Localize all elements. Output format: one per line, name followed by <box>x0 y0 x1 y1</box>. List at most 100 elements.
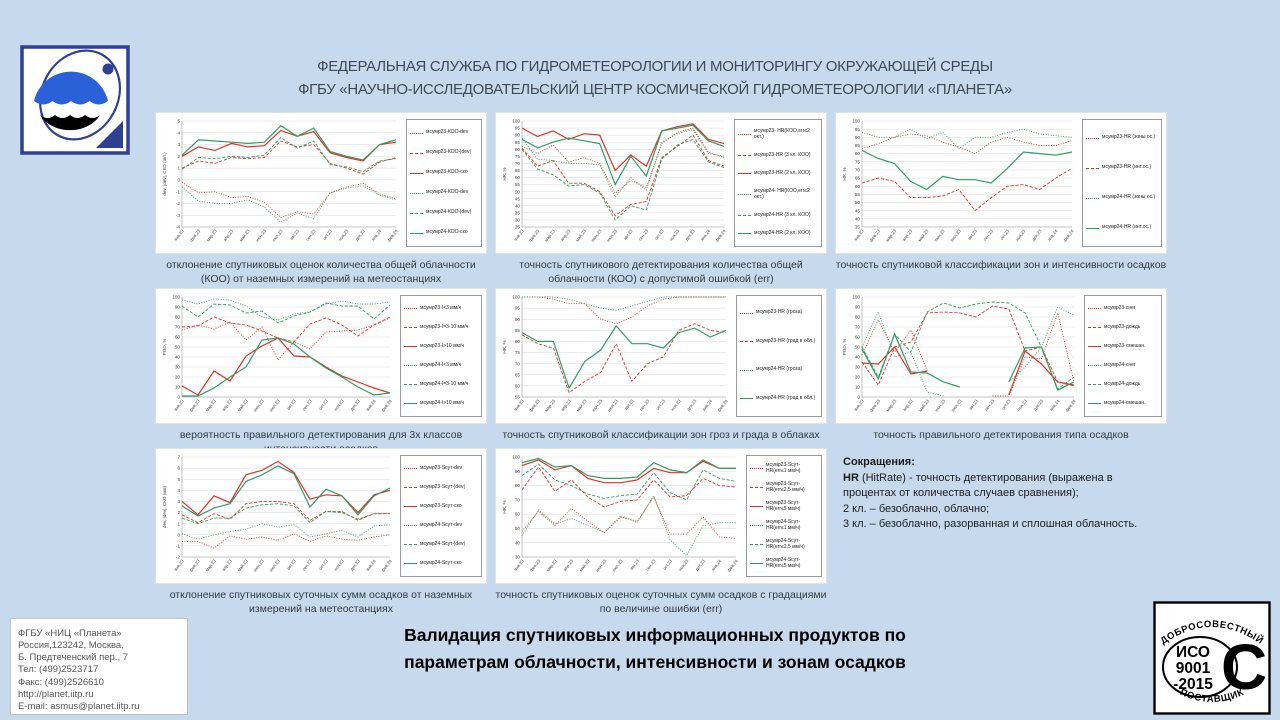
series-line-dotted <box>181 523 391 540</box>
x-tick-label: сен.23 <box>637 228 649 242</box>
series-line-dotted <box>521 494 736 557</box>
x-tick-label: июл.23 <box>268 398 281 413</box>
x-tick-label: ноя.23 <box>670 398 682 412</box>
legend-label: мсумр24-I<3 мм/ч <box>420 361 462 368</box>
legend-label: мсумр24-HR (зоны ос.) <box>1102 194 1156 201</box>
address-line: Тел: (499)2523717 <box>18 664 99 676</box>
y-tick-label: -2 <box>176 555 181 560</box>
x-tick-label: янв.24 <box>1049 398 1061 412</box>
y-axis-title: HR, % <box>502 167 507 180</box>
chart-daily-sum-hitrate: 30 40 50 60 70 80 90 100 янв.23 фев.23 мар.23 апр.2… <box>495 448 827 584</box>
legend-item: мсумр23-Sсут-HR(err≤1 мм/ч) <box>750 462 818 475</box>
address-line: Россия,123242, Москва, <box>18 640 124 652</box>
chart-caption: точность спутниковых оценок суточных сум… <box>495 589 827 615</box>
y-tick-label: 50 <box>855 345 861 350</box>
legend-item: мсумр23-HR (инт.ос.) <box>1086 164 1158 171</box>
y-tick-label: 45 <box>515 196 521 201</box>
abbr-class2: 2 кл. – безоблачно, облачно; <box>843 502 990 515</box>
x-tick-label: июн.23 <box>934 398 947 413</box>
x-tick-label: июн.23 <box>933 228 946 243</box>
series-line-dotted <box>521 127 725 194</box>
x-tick-label: янв.23 <box>513 398 525 412</box>
header-line-1: ФЕДЕРАЛЬНАЯ СЛУЖБА ПО ГИДРОМЕТЕОРОЛОГИИ … <box>317 58 993 75</box>
y-tick-label: 75 <box>515 154 521 159</box>
legend-item: мсумр23-HR (2 кл. КОО) <box>738 170 818 177</box>
chart-legend: мсумр23-I<3 мм/ч мсумр23-I=3-10 мм/ч мсумр… <box>400 295 482 417</box>
series-line-solid <box>861 332 1075 391</box>
legend-label: мсумр24-Sсут-HR(err≤2,5 мм/ч) <box>766 537 805 550</box>
chart-plot: 0 10 20 30 40 50 60 70 80 90 100 янв.23 фев.23 мар.23… <box>162 295 393 413</box>
y-tick-label: 5 <box>177 477 180 482</box>
series-line-dashed <box>521 138 725 221</box>
x-tick-label: авг.23 <box>286 558 298 571</box>
y-tick-label: 85 <box>515 328 521 333</box>
y-tick-label: 1 <box>177 521 180 526</box>
chart-plot: -4 -3 -2 -1 0 1 2 3 4 5 янв.23 фев.23 мар.23 апр.23 ма… <box>162 119 399 243</box>
abbr-hr-term: HR <box>843 471 859 484</box>
x-tick-label: авг.23 <box>622 228 634 241</box>
y-tick-label: 40 <box>855 216 861 221</box>
series-line-dashed <box>181 140 397 175</box>
y-tick-label: 30 <box>515 218 521 223</box>
orbit-ellipse <box>38 49 122 141</box>
y-tick-label: 75 <box>515 350 521 355</box>
y-tick-label: 50 <box>855 200 861 205</box>
y-tick-label: 10 <box>175 385 181 390</box>
x-tick-label: фев.23 <box>868 228 881 243</box>
x-tick-label: фев.24 <box>714 228 727 243</box>
chart-koo-deviation: -4 -3 -2 -1 0 1 2 3 4 5 янв.23 фев.23 мар.23 апр.23 ма… <box>155 112 487 254</box>
legend-line-sample <box>404 506 417 507</box>
legend-label: мсумр23-I<3 мм/ч <box>420 304 462 311</box>
legend-line-sample <box>1086 197 1099 199</box>
y-tick-label: 80 <box>855 315 861 320</box>
chart-cell-7: -2 -1 0 1 2 3 4 5 6 7 янв.23 фев.23 мар.23 апр.23 май.… <box>155 448 487 617</box>
x-tick-label: мар.23 <box>885 398 898 412</box>
legend-item: мсумр24-Sсут-HR(err≤5 мм/ч) <box>750 557 818 570</box>
series-line-solid <box>181 460 391 516</box>
x-tick-label: авг.23 <box>623 398 635 411</box>
chart-caption: точность спутниковой классификации зон и… <box>835 259 1167 271</box>
legend-line-sample <box>404 487 417 488</box>
x-tick-label: июн.23 <box>595 558 608 573</box>
y-tick-label: 95 <box>855 127 861 132</box>
y-tick-label: 7 <box>177 455 180 460</box>
x-tick-label: дек.23 <box>684 228 696 242</box>
legend-line-sample <box>738 233 751 235</box>
x-tick-label: мар.23 <box>885 228 898 242</box>
y-tick-label: 95 <box>515 126 521 131</box>
y-tick-label: 4 <box>177 488 180 493</box>
y-tick-label: 100 <box>512 295 520 300</box>
y-tick-label: 50 <box>515 526 521 531</box>
legend-line-sample <box>404 563 417 564</box>
chart-legend: мсумр23-Sсут-dev мсумр23-Sсут-|dev| мсумр2… <box>400 455 482 577</box>
legend-item: мсумр24-КОО-ско <box>410 229 478 236</box>
legend-item: мсумр24-снег <box>1088 362 1158 369</box>
x-tick-label: апр.23 <box>221 558 233 572</box>
chart-legend: мсумр23- HR(КОО,err≤2 окт.) мсумр23-HR (3… <box>734 119 822 247</box>
legend-label: мсумр23-КОО-dev <box>426 129 469 136</box>
y-tick-label: 2 <box>177 510 180 515</box>
y-tick-label: 60 <box>855 335 861 340</box>
header-line-2: ФГБУ «НАУЧНО-ИССЛЕДОВАТЕЛЬСКИЙ ЦЕНТР КОС… <box>298 80 1012 98</box>
legend-line-sample <box>750 487 763 488</box>
x-tick-label: янв.24 <box>701 398 713 412</box>
legend-line-sample <box>410 172 423 174</box>
legend-label: мсумр23-КОО-ско <box>426 169 468 176</box>
legend-label: мсумр24-Sсут-|dev| <box>420 540 465 547</box>
legend-line-sample <box>404 384 417 385</box>
legend-line-sample <box>1086 167 1099 169</box>
legend-label: мсумр24-смешан. <box>1104 399 1146 406</box>
stamp-iso-line1: ИСО <box>1176 644 1210 661</box>
series-line-solid <box>521 457 736 479</box>
series-line-solid <box>521 324 727 390</box>
legend-item: мсумр24-HR (гроза) <box>740 367 818 373</box>
legend-item: мсумр23-дождь <box>1088 324 1158 331</box>
x-tick-label: фев.24 <box>380 398 393 413</box>
y-tick-label: 25 <box>515 225 521 230</box>
x-tick-label: апр.23 <box>559 228 571 242</box>
y-tick-label: 70 <box>855 168 861 173</box>
y-tick-label: 80 <box>515 483 521 488</box>
legend-line-sample <box>750 506 763 507</box>
legend-label: мсумр23-HR (гроза) <box>756 309 803 316</box>
